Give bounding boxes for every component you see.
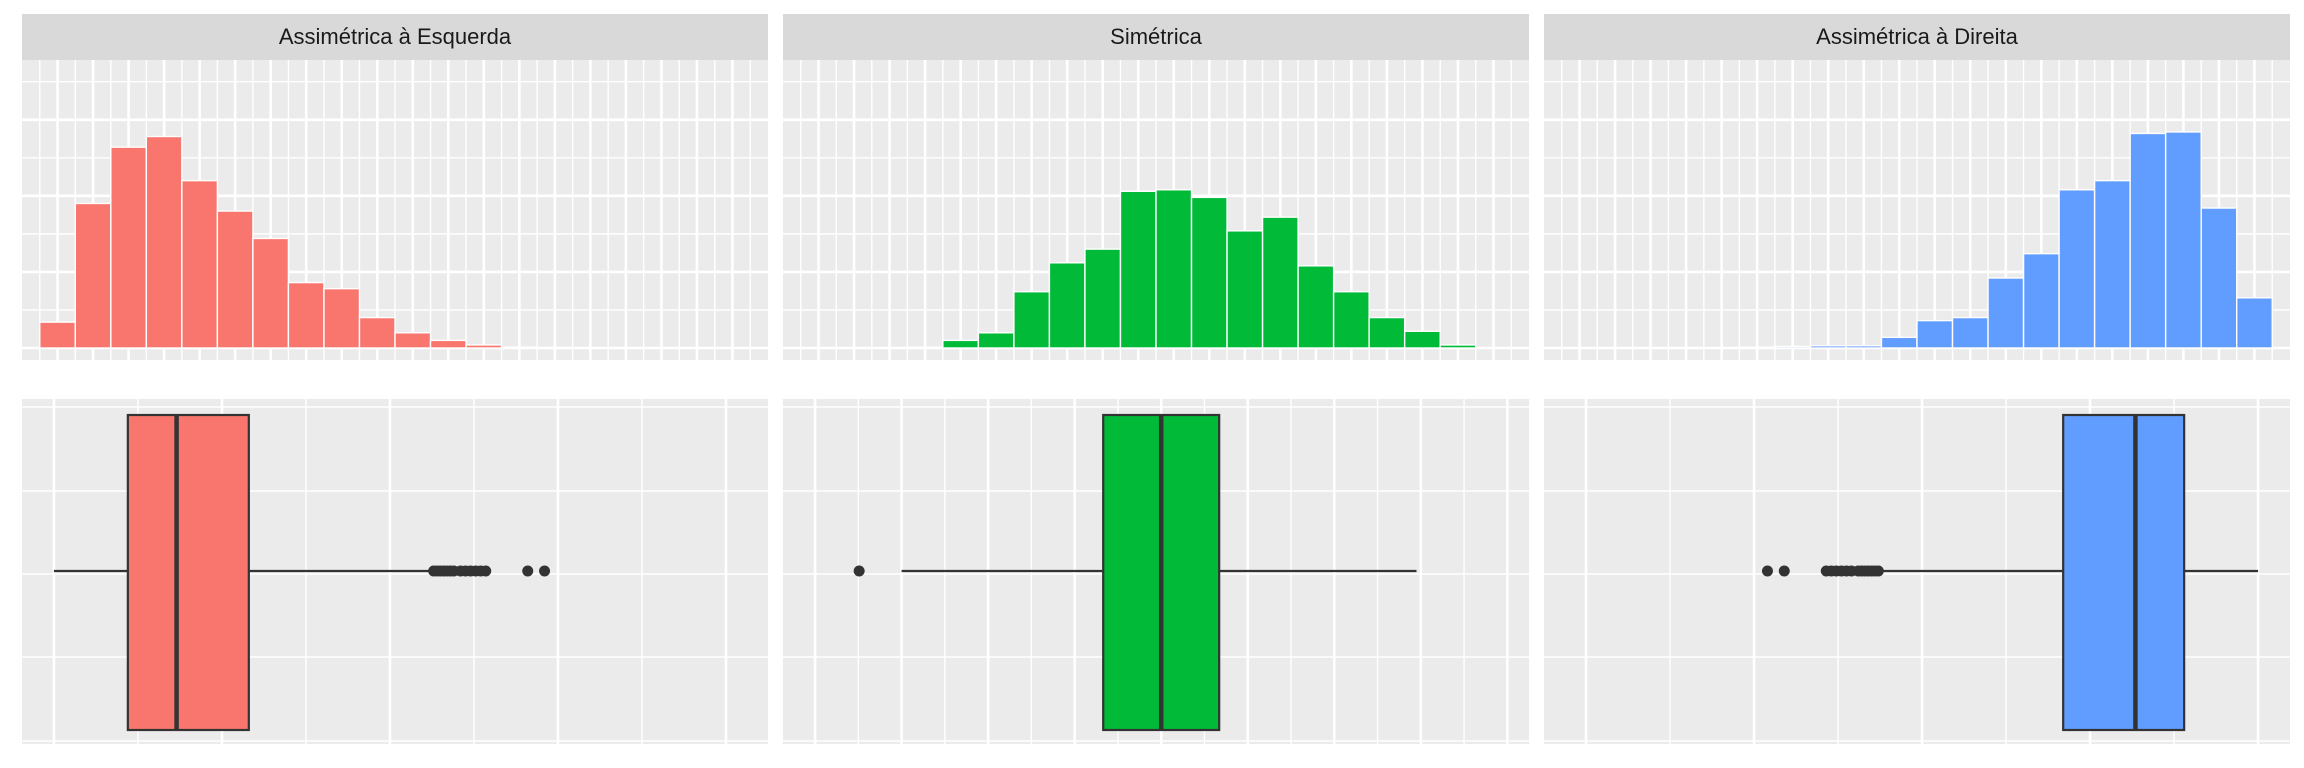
histogram-bar <box>2058 189 2096 349</box>
histogram-bar <box>1226 230 1264 349</box>
histogram-bar <box>1774 345 1812 349</box>
histogram-bar <box>536 346 574 349</box>
histogram-bar <box>1190 196 1228 349</box>
histogram-bar <box>252 237 290 349</box>
histogram-bar <box>2236 297 2273 349</box>
boxplot-panel-symmetric <box>783 399 1529 744</box>
histogram-bar <box>1084 248 1122 349</box>
box-iqr <box>2062 413 2186 732</box>
histogram-bar <box>906 346 944 349</box>
box-outlier-point <box>1872 565 1884 577</box>
histogram-bar <box>1845 345 1883 349</box>
histogram-bar <box>1987 277 2025 349</box>
histogram-bar <box>1809 345 1847 349</box>
facet-strip-right-skewed: Assimétrica à Direita <box>1544 14 2290 60</box>
boxplot-panel-left-skewed <box>22 399 768 744</box>
histogram-bar <box>977 332 1015 349</box>
histogram-bar <box>74 202 112 349</box>
histogram-bar <box>181 179 219 349</box>
box-outlier-point <box>522 565 534 577</box>
histogram-bar <box>571 346 609 349</box>
histogram-bar <box>39 321 76 349</box>
histogram-bar <box>1439 344 1477 349</box>
histogram-bar <box>1261 216 1299 349</box>
facet-strip-symmetric: Simétrica <box>783 14 1529 60</box>
histogram-bar <box>942 339 980 349</box>
box-outlier-point <box>480 565 492 577</box>
histogram-bar <box>465 344 503 349</box>
histogram-bar <box>2022 252 2060 349</box>
histogram-panel-right-skewed <box>1544 60 2290 360</box>
histogram-bar <box>2200 207 2238 349</box>
histogram-bar <box>1368 316 1406 349</box>
histogram-bar <box>216 210 254 349</box>
histogram-bar <box>145 135 183 349</box>
facet-strip-left-skewed: Assimétrica à Esquerda <box>22 14 768 60</box>
box-outlier-point <box>539 565 551 577</box>
histogram-bar <box>1013 291 1051 349</box>
histogram-bar <box>1951 316 1989 349</box>
histogram-panel-left-skewed <box>22 60 768 360</box>
histogram-bar <box>394 332 432 349</box>
histogram-bar <box>1332 291 1370 349</box>
histogram-bar <box>2164 131 2202 349</box>
histogram-bar <box>500 346 538 349</box>
histogram-bar <box>1403 330 1441 349</box>
boxplot-panel-right-skewed <box>1544 399 2290 744</box>
histogram-bar <box>1738 346 1776 349</box>
histogram-bar <box>1155 189 1193 349</box>
histogram-bar <box>323 287 361 349</box>
histogram-bar <box>2093 179 2131 349</box>
box-outlier-point <box>1761 565 1773 577</box>
box-iqr <box>126 413 250 732</box>
box-outlier-point <box>853 565 865 577</box>
histogram-bar <box>2129 132 2167 349</box>
histogram-panel-symmetric <box>783 60 1529 360</box>
histogram-bar <box>358 316 396 349</box>
histogram-bar <box>429 339 467 349</box>
histogram-bar <box>1880 336 1918 349</box>
histogram-bar <box>287 281 325 349</box>
histogram-bar <box>1916 319 1954 349</box>
box-outlier-point <box>1778 565 1790 577</box>
histogram-bar <box>1297 265 1335 349</box>
histogram-bar <box>1048 262 1086 349</box>
histogram-bar <box>110 146 148 349</box>
histogram-bar <box>1119 190 1157 349</box>
